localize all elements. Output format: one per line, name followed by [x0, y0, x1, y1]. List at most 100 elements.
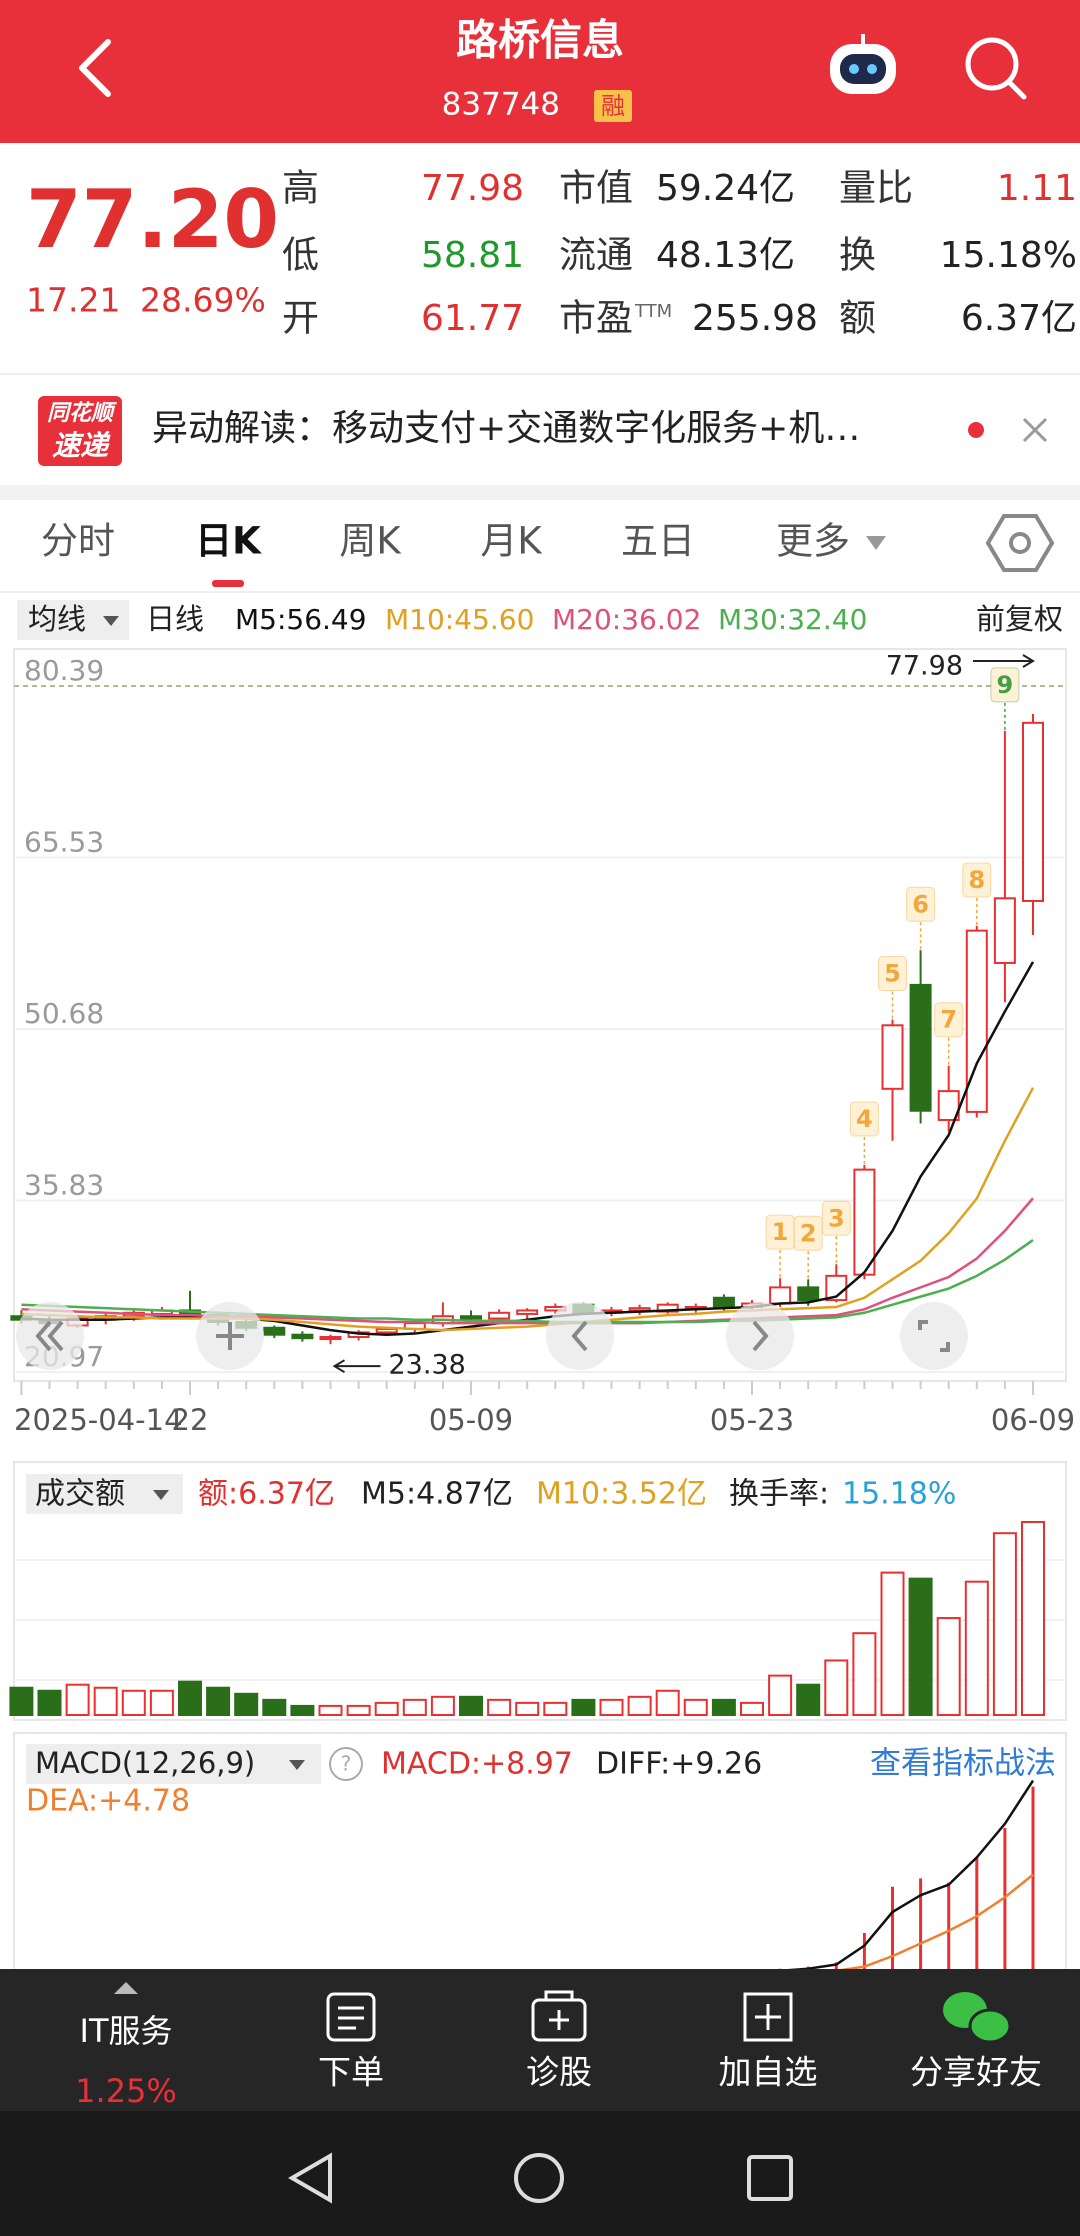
sector-change: 1.25%: [75, 2072, 177, 2110]
stock-name: 路桥信息: [456, 16, 624, 65]
signal-badge: [934, 1002, 964, 1038]
field-value: 48.13亿: [656, 235, 795, 276]
signal-badge: [878, 956, 907, 992]
tab[interactable]: 月K: [480, 520, 543, 563]
candle-body: [263, 1326, 286, 1336]
signal-badge: [821, 1200, 851, 1236]
field-value: 61.77: [421, 298, 524, 339]
tab[interactable]: 日K: [195, 520, 262, 563]
signal-badge: [849, 1101, 879, 1137]
volume-bar: [430, 1695, 455, 1716]
candle-body: [909, 983, 932, 1112]
volume-bar: [852, 1632, 877, 1716]
volume-bar: [121, 1689, 146, 1717]
toolbar-label[interactable]: 下单: [318, 2053, 384, 2092]
toolbar-icons: [326, 1990, 793, 2042]
fullscreen-button[interactable]: [900, 1302, 968, 1370]
volume-bar: [487, 1698, 512, 1716]
volume-bar: [908, 1577, 933, 1717]
field-label: 市值: [559, 167, 633, 210]
next-button[interactable]: [726, 1302, 794, 1370]
macd-menu[interactable]: MACD(12,26,9): [35, 1746, 255, 1780]
price-change-pct: 28.69%: [140, 281, 266, 320]
toolbar-label[interactable]: 分享好友: [910, 2053, 1042, 2092]
candle-body: [712, 1296, 735, 1309]
volume-bar: [318, 1704, 343, 1717]
toolbar-items: 下单 诊股 加自选 分享好友: [318, 2053, 1042, 2092]
volume-frame: [13, 1461, 1067, 1721]
macd-legend: DIFF:+9.26: [596, 1747, 762, 1782]
volume-bar: [992, 1532, 1017, 1716]
candle-body: [488, 1311, 511, 1320]
signal-badge: [793, 1215, 823, 1251]
settings-icon[interactable]: [985, 514, 1055, 572]
volume-legend: 15.18%: [842, 1477, 956, 1512]
volume-bar: [290, 1704, 315, 1717]
badge: 融: [601, 92, 625, 120]
signal-label: 4: [856, 1105, 873, 1133]
search-icon[interactable]: [965, 37, 1027, 100]
help-icon-mark: ?: [341, 1752, 352, 1776]
dropdown-arrow: [153, 1490, 169, 1500]
field-value: 58.81: [421, 235, 524, 276]
candle-body: [993, 897, 1016, 964]
news-close[interactable]: [1022, 417, 1048, 443]
robot-icon[interactable]: [830, 34, 896, 94]
prev-button[interactable]: [546, 1302, 614, 1370]
tab[interactable]: 分时: [41, 520, 115, 563]
tab[interactable]: 周K: [339, 520, 402, 563]
candle-body: [937, 1090, 960, 1121]
field-value: 255.98: [692, 298, 818, 339]
field-value: 59.24亿: [656, 168, 795, 209]
volume-bar: [374, 1701, 399, 1717]
field-label: 开: [282, 297, 319, 340]
macd-legend: DEA:+4.78: [26, 1784, 190, 1819]
candle-body: [1022, 721, 1044, 902]
volume-bar: [655, 1689, 680, 1717]
news-logo: [38, 396, 122, 466]
candle-body: [769, 1286, 792, 1305]
toolbar-label[interactable]: 诊股: [526, 2053, 592, 2092]
candle-body: [460, 1315, 482, 1320]
volume-menu[interactable]: 成交额: [35, 1477, 125, 1512]
sector-name[interactable]: IT服务: [80, 2012, 173, 2050]
y-tick-label: 35.83: [24, 1168, 104, 1201]
macd-legend: MACD:+8.97: [381, 1747, 573, 1782]
macd-link[interactable]: 查看指标战法: [870, 1746, 1056, 1782]
volume-bar: [346, 1704, 371, 1717]
volume-bar: [740, 1701, 764, 1717]
ma-menu[interactable]: 均线: [28, 602, 86, 636]
volume-bar: [683, 1698, 708, 1716]
field-label: 高: [282, 167, 319, 210]
volume-bar: [796, 1683, 821, 1716]
news-bar[interactable]: 同花顺 速递 异动解读：移动支付+交通数字化服务+机…: [38, 396, 1048, 466]
legend-entry: M5:56.49: [235, 603, 367, 636]
volume-bar: [1021, 1520, 1045, 1717]
volume-chart: 额:6.37亿 M5:4.87亿 M10:3.52亿 换手率: 15.18%: [9, 1477, 1066, 1717]
chart-buttons: [16, 1302, 968, 1370]
dropdown-arrow: [289, 1760, 305, 1770]
nav-home[interactable]: [514, 2153, 564, 2203]
volume-bar: [234, 1692, 259, 1717]
candle-body: [797, 1286, 820, 1302]
period: 日线: [146, 602, 204, 636]
adjust[interactable]: 前复权: [976, 602, 1063, 636]
volume-bar: [459, 1695, 483, 1716]
price-change: 17.21: [26, 281, 120, 320]
dropdown-arrow: [866, 536, 886, 550]
x-tick-label: 06-09: [991, 1403, 1075, 1437]
back-button[interactable]: [79, 39, 111, 97]
nav-recent[interactable]: [747, 2155, 793, 2201]
volume-bar: [571, 1698, 596, 1716]
tab[interactable]: 五日: [621, 520, 695, 563]
toolbar-label[interactable]: 加自选: [719, 2053, 818, 2092]
field-label: 低: [282, 234, 319, 277]
macd-menu-bg[interactable]: [26, 1744, 321, 1784]
tab[interactable]: 更多: [776, 520, 850, 563]
news-text: 异动解读：移动支付+交通数字化服务+机…: [152, 408, 860, 449]
nav-back[interactable]: [288, 2152, 332, 2204]
help-icon[interactable]: [329, 1747, 363, 1781]
legend-entry: M30:32.40: [718, 603, 867, 636]
